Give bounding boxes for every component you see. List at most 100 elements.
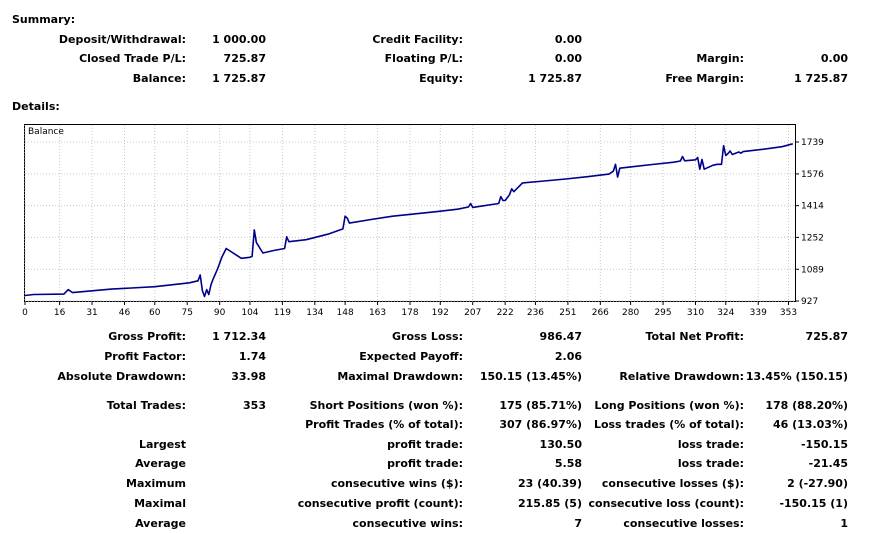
equity-value: 1 725.87 xyxy=(528,72,582,85)
short-positions-label: Short Positions (won %): xyxy=(309,399,463,412)
gross-profit-label: Gross Profit: xyxy=(108,330,186,343)
avg-consecutive-losses-value: 1 xyxy=(840,517,848,530)
margin-value: 0.00 xyxy=(820,52,848,65)
largest-loss-label: loss trade: xyxy=(677,438,744,451)
maximal-drawdown-label: Maximal Drawdown: xyxy=(337,370,463,383)
x-tick-label: 178 xyxy=(401,308,418,318)
max-consecutive-losses-value: 2 (-27.90) xyxy=(787,477,848,490)
x-tick-label: 46 xyxy=(119,308,131,318)
closed-pl-label: Closed Trade P/L: xyxy=(79,52,186,65)
x-tick-label: 339 xyxy=(750,308,767,318)
gross-loss-label: Gross Loss: xyxy=(392,330,463,343)
equity-label: Equity: xyxy=(419,72,463,85)
gross-loss-value: 986.47 xyxy=(539,330,582,343)
x-tick-label: 0 xyxy=(22,308,28,318)
x-tick-label: 104 xyxy=(241,308,258,318)
x-tick-label: 192 xyxy=(432,308,449,318)
x-tick-label: 222 xyxy=(497,308,514,318)
y-tick-label: 1576 xyxy=(801,170,824,180)
details-heading: Details: xyxy=(12,100,60,113)
x-tick-label: 353 xyxy=(780,308,797,318)
x-tick-label: 236 xyxy=(527,308,544,318)
short-positions-value: 175 (85.71%) xyxy=(499,399,582,412)
maximal-consecutive-profit-value: 215.85 (5) xyxy=(518,497,582,510)
x-tick-label: 266 xyxy=(592,308,609,318)
gross-profit-value: 1 712.34 xyxy=(212,330,266,343)
expected-payoff-value: 2.06 xyxy=(554,350,582,363)
max-consecutive-wins-value: 23 (40.39) xyxy=(518,477,582,490)
average-profit-value: 5.58 xyxy=(554,457,582,470)
x-tick-label: 75 xyxy=(181,308,192,318)
floating-pl-label: Floating P/L: xyxy=(384,52,463,65)
total-trades-value: 353 xyxy=(243,399,266,412)
maximal-drawdown-value: 150.15 (13.45%) xyxy=(479,370,582,383)
credit-value: 0.00 xyxy=(554,33,582,46)
avg-consecutive-losses-label: consecutive losses: xyxy=(623,517,744,530)
x-tick-label: 207 xyxy=(464,308,481,318)
profit-trades-value: 307 (86.97%) xyxy=(499,418,582,431)
relative-drawdown-value: 13.45% (150.15) xyxy=(745,370,848,383)
profit-factor-label: Profit Factor: xyxy=(104,350,186,363)
maximal-consecutive-loss-label: consecutive loss (count): xyxy=(588,497,744,510)
long-positions-label: Long Positions (won %): xyxy=(594,399,744,412)
legend-balance: Balance xyxy=(28,127,64,137)
largest-profit-value: 130.50 xyxy=(539,438,582,451)
profit-factor-value: 1.74 xyxy=(238,350,266,363)
avg-consecutive-wins-label: consecutive wins: xyxy=(352,517,463,530)
balance-value: 1 725.87 xyxy=(212,72,266,85)
total-net-profit-value: 725.87 xyxy=(805,330,848,343)
maximum-label: Maximum xyxy=(126,477,186,490)
loss-trades-label: Loss trades (% of total): xyxy=(593,418,744,431)
free-margin-label: Free Margin: xyxy=(665,72,744,85)
balance-label: Balance: xyxy=(132,72,186,85)
x-tick-label: 251 xyxy=(559,308,576,318)
deposit-value: 1 000.00 xyxy=(212,33,266,46)
total-trades-label: Total Trades: xyxy=(106,399,186,412)
x-tick-label: 31 xyxy=(86,308,97,318)
balance-chart: 0 16 31 46 60 75 90 104 119 134 148 163 178 192 207 222… xyxy=(22,125,824,318)
avg-consecutive-wins-value: 7 xyxy=(574,517,582,530)
margin-label: Margin: xyxy=(696,52,744,65)
average-loss-value: -21.45 xyxy=(808,457,848,470)
x-tick-label: 280 xyxy=(622,308,639,318)
absolute-drawdown-label: Absolute Drawdown: xyxy=(57,370,186,383)
closed-pl-value: 725.87 xyxy=(223,52,266,65)
loss-trades-value: 46 (13.03%) xyxy=(772,418,848,431)
largest-label: Largest xyxy=(139,438,186,451)
floating-pl-value: 0.00 xyxy=(554,52,582,65)
maximal-consecutive-loss-value: -150.15 (1) xyxy=(779,497,848,510)
absolute-drawdown-value: 33.98 xyxy=(231,370,266,383)
expected-payoff-label: Expected Payoff: xyxy=(359,350,463,363)
average-label: Average xyxy=(135,457,186,470)
relative-drawdown-label: Relative Drawdown: xyxy=(619,370,744,383)
max-consecutive-wins-label: consecutive wins ($): xyxy=(330,477,463,490)
y-tick-label: 927 xyxy=(801,297,818,307)
balance-series-line xyxy=(24,143,794,298)
x-tick-label: 90 xyxy=(214,308,226,318)
largest-loss-value: -150.15 xyxy=(800,438,848,451)
maximal-label: Maximal xyxy=(134,497,186,510)
largest-profit-label: profit trade: xyxy=(387,438,463,451)
total-net-profit-label: Total Net Profit: xyxy=(645,330,745,343)
x-tick-label: 134 xyxy=(306,308,323,318)
x-tick-label: 324 xyxy=(717,308,734,318)
y-tick-label: 1089 xyxy=(801,265,824,275)
y-tick-label: 1252 xyxy=(801,233,824,243)
average-loss-label: loss trade: xyxy=(677,457,744,470)
max-consecutive-losses-label: consecutive losses ($): xyxy=(601,477,744,490)
credit-label: Credit Facility: xyxy=(372,33,463,46)
x-tick-label: 119 xyxy=(274,308,291,318)
x-tick-label: 163 xyxy=(369,308,386,318)
y-tick-label: 1414 xyxy=(801,202,824,212)
average-consecutive-label: Average xyxy=(135,517,186,530)
maximal-consecutive-profit-label: consecutive profit (count): xyxy=(297,497,463,510)
x-tick-label: 295 xyxy=(654,308,671,318)
long-positions-value: 178 (88.20%) xyxy=(765,399,848,412)
x-tick-label: 148 xyxy=(337,308,354,318)
deposit-label: Deposit/Withdrawal: xyxy=(58,33,186,46)
y-tick-label: 1739 xyxy=(801,138,824,148)
average-profit-label: profit trade: xyxy=(387,457,463,470)
x-tick-label: 16 xyxy=(54,308,66,318)
x-tick-label: 310 xyxy=(687,308,704,318)
x-tick-label: 60 xyxy=(149,308,161,318)
